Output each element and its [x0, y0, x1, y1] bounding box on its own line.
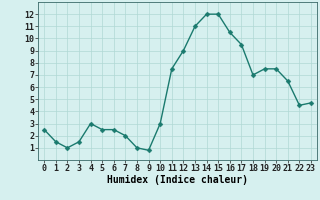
X-axis label: Humidex (Indice chaleur): Humidex (Indice chaleur): [107, 175, 248, 185]
